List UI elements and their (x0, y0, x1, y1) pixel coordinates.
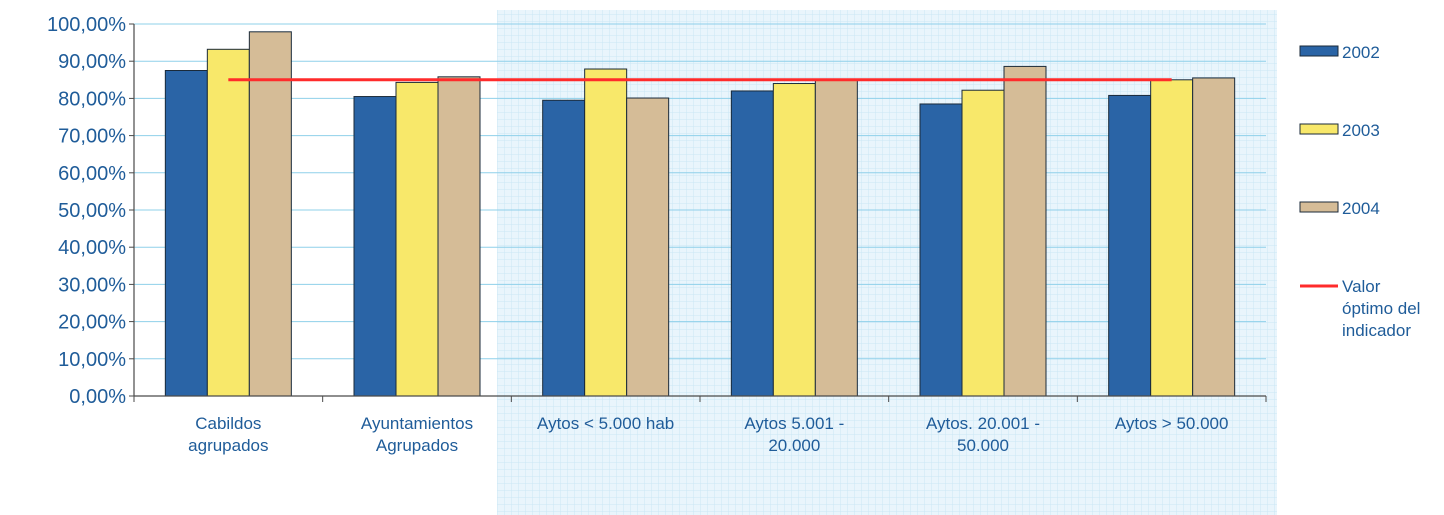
bar-2004 (437, 76, 481, 397)
y-tick-label: 10,00% (58, 349, 126, 371)
legend-label: 2002 (1342, 43, 1380, 62)
legend-swatch-2003 (1299, 123, 1339, 135)
bar-2004 (248, 31, 292, 397)
bar-2004 (626, 97, 670, 397)
bar-2002 (164, 70, 208, 397)
legend: 2002 2003 2004 Valor óptimo del indicador (1299, 43, 1420, 340)
bar-2004 (1192, 77, 1236, 397)
category-label: Aytos > 50.000 (1115, 414, 1229, 433)
legend-swatch-2004 (1299, 201, 1339, 213)
category-label: 20.000 (768, 436, 820, 455)
bar-2004 (1003, 65, 1047, 397)
bar-2004 (814, 79, 858, 397)
y-tick-label: 60,00% (58, 163, 126, 185)
bar-2003 (1150, 79, 1194, 397)
bar-2003 (772, 83, 816, 397)
bar-2003 (395, 81, 439, 397)
bar-2003 (961, 89, 1005, 397)
y-tick-label: 100,00% (47, 14, 126, 36)
bars (164, 31, 1236, 397)
legend-label: óptimo del (1342, 299, 1420, 318)
category-label: Agrupados (376, 436, 458, 455)
y-tick-label: 90,00% (58, 51, 126, 73)
legend-swatch-2002 (1299, 45, 1339, 57)
y-tick-label: 40,00% (58, 237, 126, 259)
y-tick-label: 0,00% (69, 386, 126, 408)
legend-label: 2004 (1342, 199, 1380, 218)
bar-2002 (542, 99, 586, 397)
y-tick-label: 30,00% (58, 274, 126, 296)
category-label: Aytos. 20.001 - (926, 414, 1040, 433)
category-labels: Cabildos agrupados Ayuntamientos Agrupados A… (188, 414, 1228, 455)
legend-label: Valor (1342, 277, 1381, 296)
category-label: Cabildos (195, 414, 261, 433)
category-label: 50.000 (957, 436, 1009, 455)
gridlines (134, 23, 1266, 360)
y-tick-label: 20,00% (58, 312, 126, 334)
y-axis-ticks: 0,00% 10,00% 20,00% 30,00% 40,00% 50,00% 60,00… (47, 14, 135, 408)
bar-2002 (353, 96, 397, 397)
bar-2002 (919, 103, 963, 397)
bar-2003 (584, 68, 628, 397)
category-label: agrupados (188, 436, 268, 455)
legend-label: 2003 (1342, 121, 1380, 140)
legend-label: indicador (1342, 321, 1411, 340)
y-tick-label: 80,00% (58, 88, 126, 110)
y-tick-label: 70,00% (58, 126, 126, 148)
bar-2003 (206, 48, 250, 397)
y-tick-label: 50,00% (58, 200, 126, 222)
category-label: Aytos < 5.000 hab (537, 414, 674, 433)
category-label: Aytos 5.001 - (744, 414, 844, 433)
x-axis (133, 395, 1267, 402)
category-label: Ayuntamientos (361, 414, 473, 433)
bar-2002 (730, 90, 774, 397)
bar-2002 (1108, 94, 1152, 397)
